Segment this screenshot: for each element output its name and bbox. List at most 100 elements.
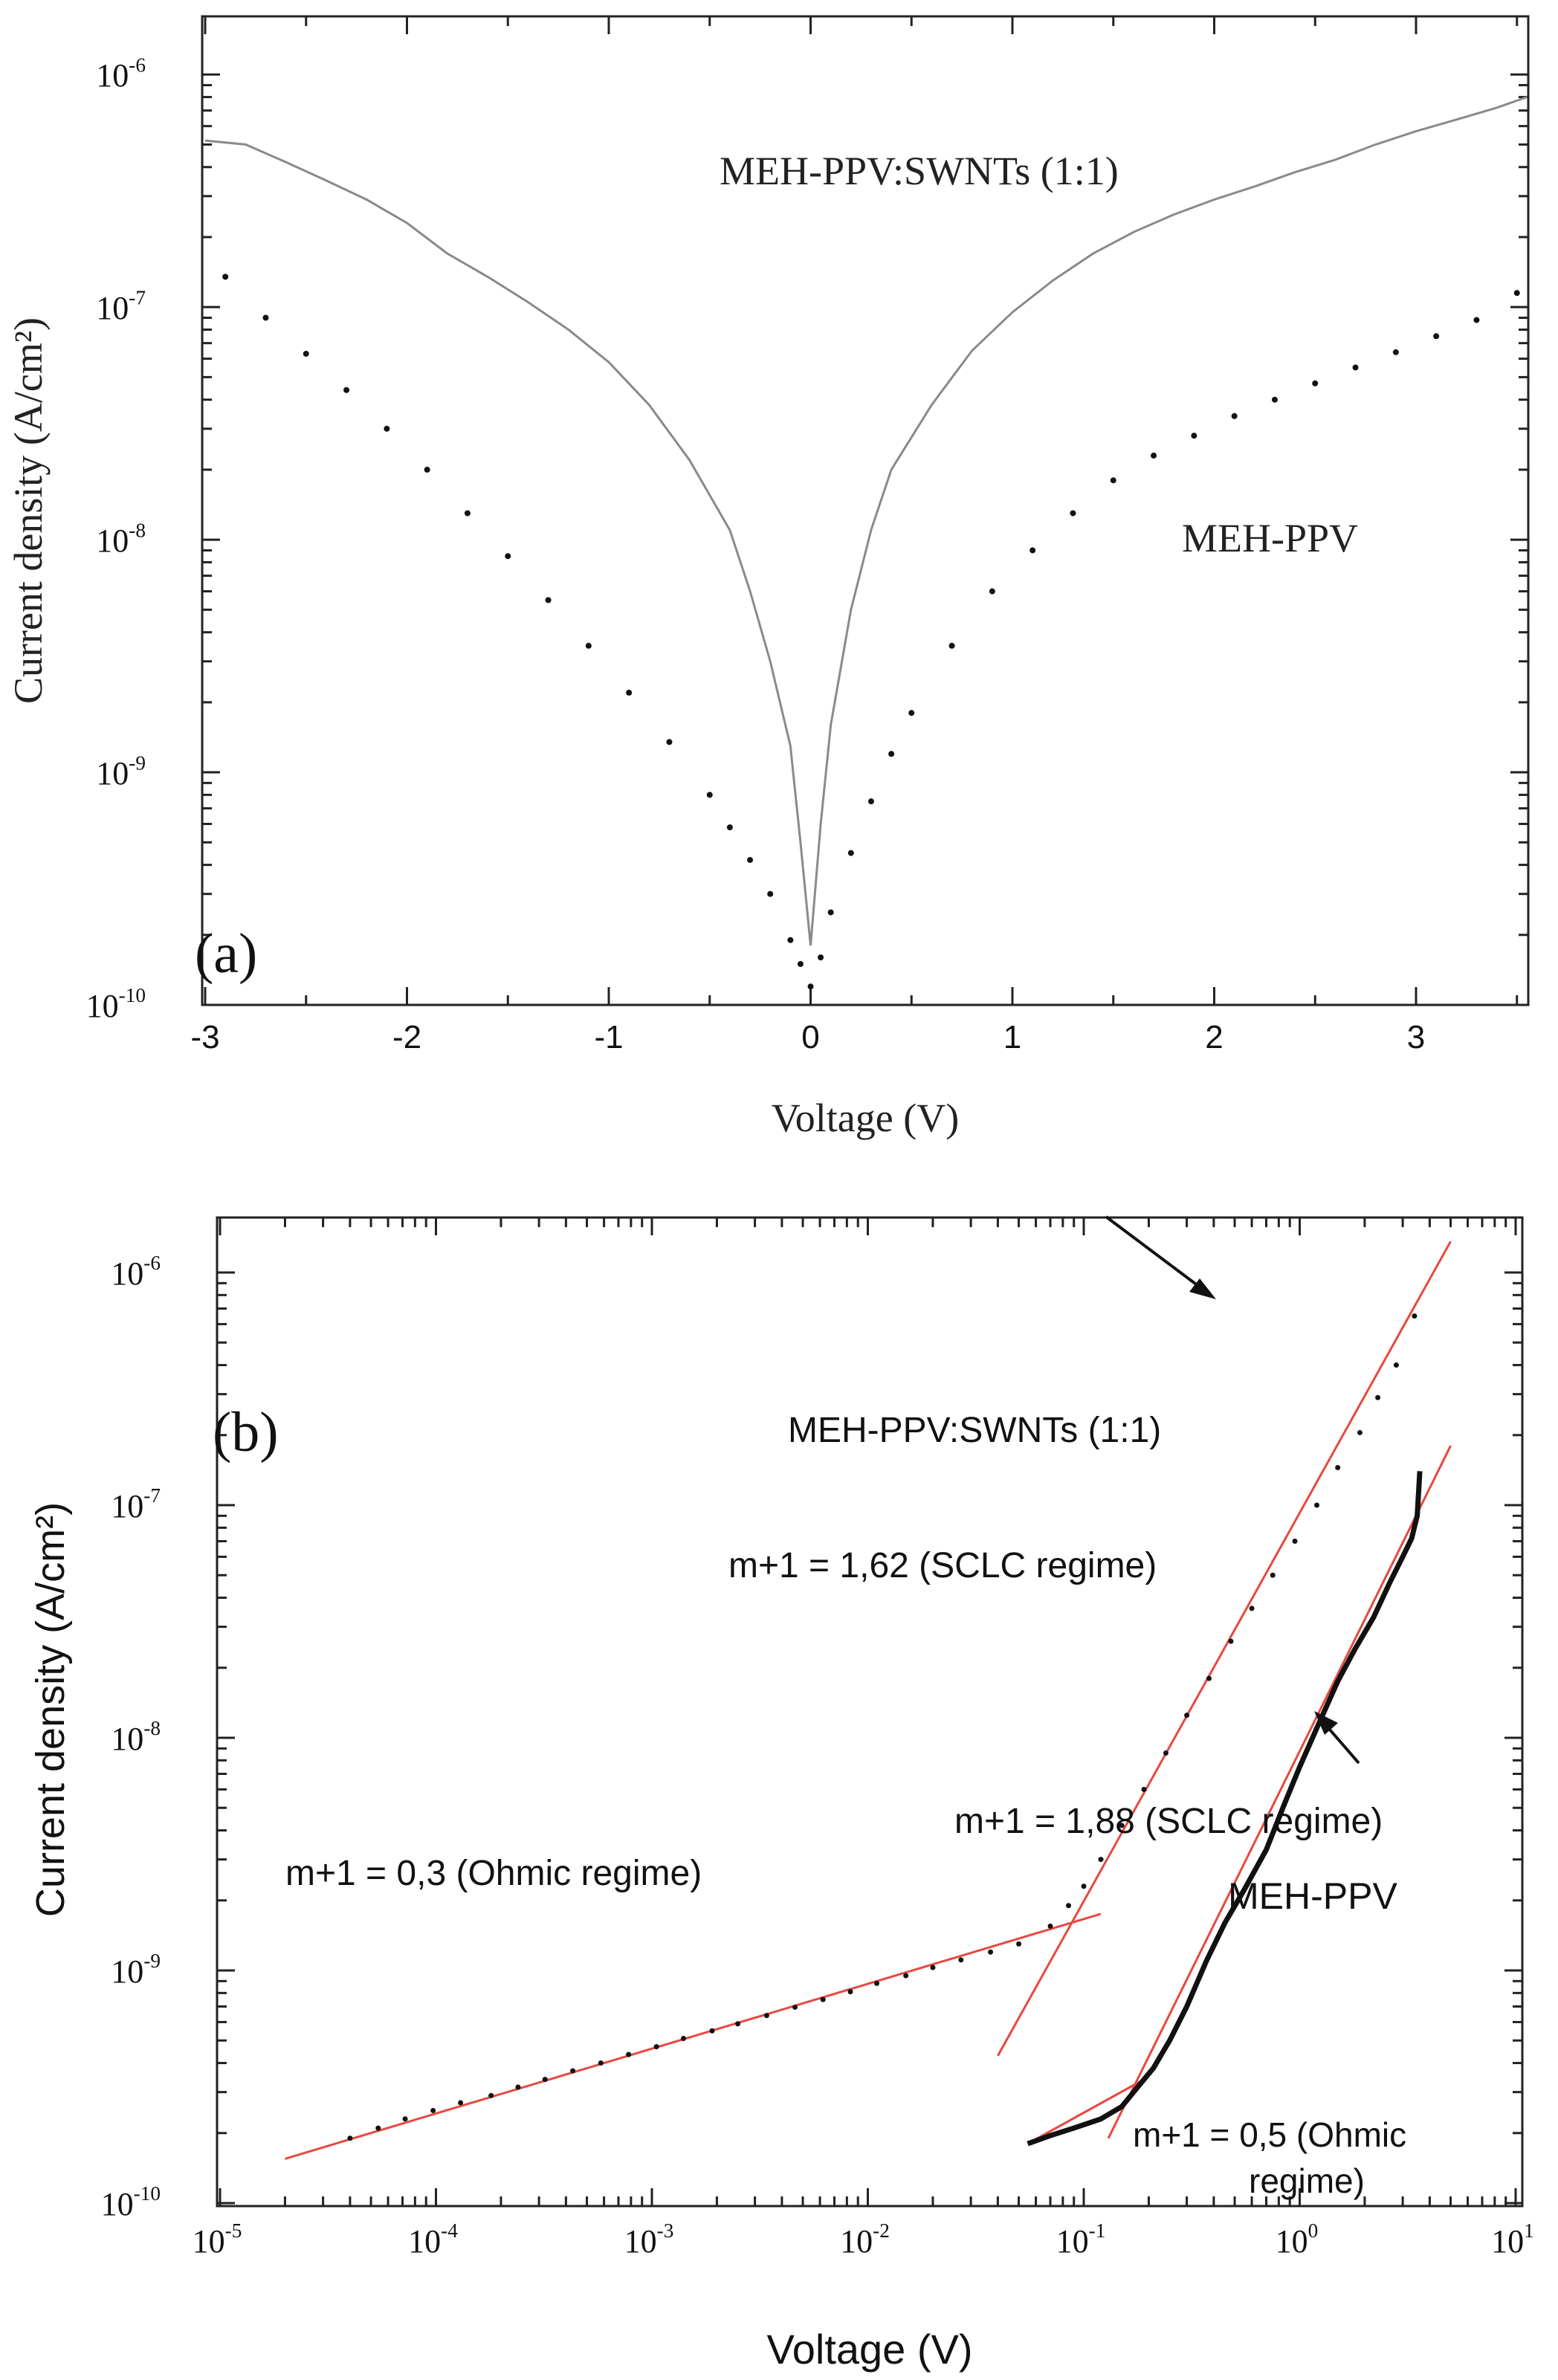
series-point-meh-ppv	[827, 909, 834, 916]
series-point-composite	[1292, 1538, 1298, 1544]
panel-b-ylabel: Current density (A/cm²)	[28, 1502, 73, 1917]
x-tick-label: 3	[1407, 1019, 1425, 1055]
panel-b-ticks: 10-5 10-4 10-3 10-2 10-1 100 101 10-10 10-9 10-8 1…	[101, 1218, 1534, 2260]
panel-b-annotation-composite: MEH-PPV:SWNTs (1:1)	[788, 1411, 1161, 1450]
y-tick-label: 10-9	[96, 751, 146, 792]
fit-line-2	[997, 1241, 1452, 2057]
panel-b: 10-5 10-4 10-3 10-2 10-1 100 101 10-10 10-9 10-8 1…	[28, 1215, 1534, 2373]
series-point-composite	[1016, 1941, 1022, 1947]
series-point-meh-ppv	[787, 937, 794, 943]
series-point-composite	[763, 2013, 769, 2019]
x-tick-label: 101	[1491, 2219, 1534, 2260]
series-point-composite	[1412, 1313, 1418, 1319]
y-tick-label: 10-6	[96, 54, 146, 94]
y-tick-label: 10-8	[96, 519, 146, 559]
series-point-meh-ppv	[1513, 290, 1520, 297]
y-tick-label: 10-10	[101, 2182, 161, 2222]
panel-b-frame	[216, 1216, 1524, 2208]
series-point-composite	[874, 1980, 880, 1986]
series-point-composite	[626, 2051, 632, 2057]
series-point-meh-ppv	[1433, 333, 1440, 340]
y-tick-label: 10-8	[111, 1717, 161, 1757]
series-point-meh-ppv	[867, 798, 874, 805]
series-point-composite	[458, 2100, 464, 2106]
series-point-meh-ppv	[384, 425, 390, 432]
panel-b-xlabel: Voltage (V)	[766, 2326, 972, 2373]
panel-b-annotation-1-88: m+1 = 1,88 (SCLC regime)	[954, 1802, 1383, 1841]
series-point-composite	[1163, 1750, 1168, 1756]
series-point-composite	[792, 2004, 798, 2010]
series-point-composite	[820, 1996, 826, 2002]
series-point-composite	[1141, 1786, 1147, 1792]
x-tick-label: -3	[190, 1019, 219, 1055]
panel-b-annotation-0-5-line1: m+1 = 0,5 (Ohmic	[1133, 2115, 1406, 2154]
series-point-meh-ppv	[989, 588, 995, 595]
series-point-meh-ppv	[585, 642, 592, 649]
series-point-meh-ppv	[908, 710, 915, 717]
y-tick-label: 10-6	[111, 1252, 161, 1292]
x-tick-label: -2	[392, 1019, 421, 1055]
series-point-meh-ppv	[1473, 317, 1480, 323]
series-point-meh-ppv	[505, 553, 511, 560]
series-point-meh-ppv	[1352, 364, 1359, 371]
series-point-meh-ppv	[1312, 380, 1319, 387]
series-point-meh-ppv	[303, 350, 309, 357]
panel-b-annotation-0-5-line2: regime)	[1249, 2161, 1365, 2200]
series-point-composite	[1065, 1903, 1071, 1909]
x-tick-label: 2	[1205, 1019, 1223, 1055]
panel-a-frame	[201, 15, 1530, 1006]
series-point-composite	[598, 2060, 604, 2066]
y-tick-label: 10-10	[86, 984, 146, 1024]
x-tick-label: 10-5	[193, 2219, 242, 2260]
panel-a-xlabel: Voltage (V)	[772, 1096, 959, 1140]
series-point-composite	[847, 1989, 853, 1995]
series-point-composite	[653, 2044, 659, 2050]
series-point-composite	[1228, 1638, 1234, 1644]
series-point-meh-ppv	[1392, 349, 1399, 355]
series-point-composite	[903, 1973, 909, 1979]
arrow-1-62	[1105, 1215, 1216, 1299]
series-point-composite	[1314, 1502, 1320, 1508]
fit-line-1	[285, 1912, 1102, 2160]
series-point-composite	[1098, 1857, 1104, 1863]
panel-a-ticks: -3 -2 -1 0 1 2 3 10-10 10-9 10-8 10-7 10-6	[86, 16, 1528, 1055]
series-point-composite	[1081, 1883, 1087, 1889]
series-point-meh-ppv	[1110, 477, 1116, 484]
series-point-composite	[1270, 1572, 1276, 1578]
series-point-meh-ppv	[1029, 547, 1036, 554]
series-point-composite	[375, 2125, 381, 2131]
series-point-composite	[930, 1965, 936, 1970]
x-tick-label: 10-2	[840, 2219, 890, 2260]
series-point-meh-ppv	[847, 850, 854, 856]
series-point-meh-ppv	[888, 751, 895, 757]
series-line-meh-ppv	[1027, 1471, 1423, 2147]
series-point-meh-ppv	[1271, 396, 1278, 403]
series-point-meh-ppv	[706, 792, 713, 798]
series-point-meh-ppv	[1231, 413, 1238, 419]
series-point-meh-ppv	[948, 642, 955, 649]
series-point-composite	[542, 2077, 548, 2083]
panel-a-label: (a)	[195, 922, 257, 985]
x-tick-label: 100	[1276, 2219, 1319, 2260]
fit-line-3	[1027, 2078, 1145, 2145]
arrow-1-88	[1314, 1711, 1360, 1765]
series-point-composite	[988, 1949, 994, 1955]
panel-b-label: (b)	[213, 1401, 279, 1464]
series-point-meh-ppv	[747, 856, 754, 863]
x-tick-label: -1	[594, 1019, 623, 1055]
series-point-meh-ppv	[1151, 452, 1157, 459]
panel-a-ylabel: Current density (A/cm²)	[6, 317, 51, 704]
series-point-meh-ppv	[343, 387, 350, 393]
series-point-composite	[1393, 1362, 1399, 1368]
series-point-meh-ppv	[666, 739, 673, 746]
series-point-meh-ppv	[797, 960, 804, 967]
series-point-meh-ppv	[626, 689, 633, 696]
y-tick-label: 10-9	[111, 1950, 161, 1990]
panel-b-annotation-0-3: m+1 = 0,3 (Ohmic regime)	[285, 1854, 702, 1893]
panel-b-annotation-meh-ppv: MEH-PPV	[1228, 1875, 1397, 1917]
x-tick-label: 10-3	[624, 2219, 674, 2260]
panel-b-fit-lines	[285, 1241, 1452, 2160]
panel-a-annotation-composite: MEH-PPV:SWNTs (1:1)	[720, 149, 1119, 193]
series-point-meh-ppv	[818, 954, 824, 961]
